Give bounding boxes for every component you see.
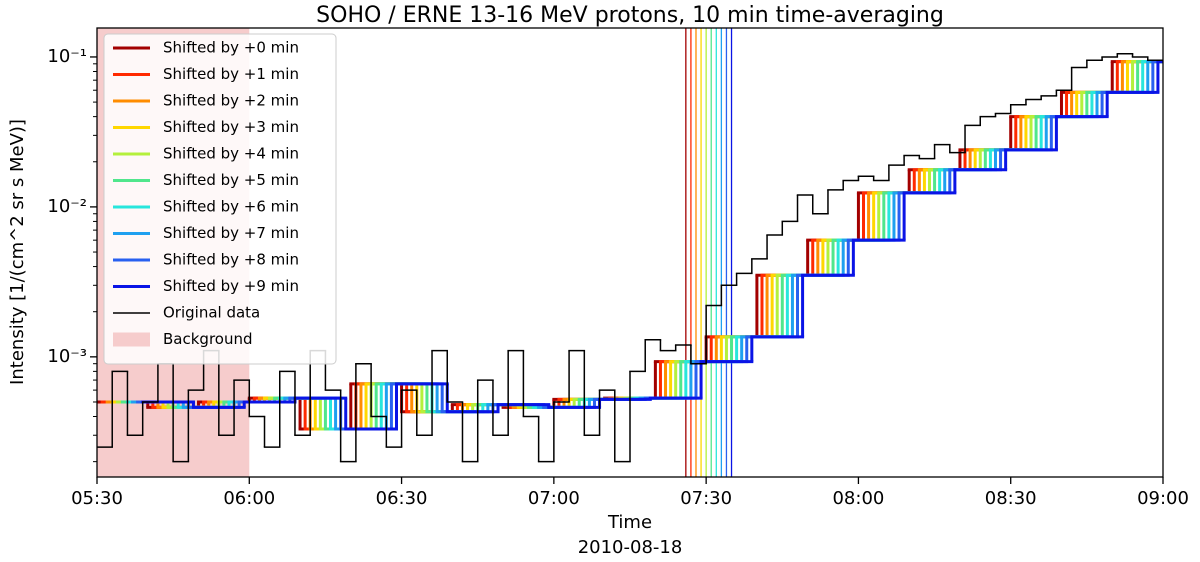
x-tick-label: 08:30 [985,488,1037,509]
y-tick-label: 10⁻³ [47,346,87,367]
legend-label: Shifted by +6 min [163,198,299,216]
legend-label: Shifted by +1 min [163,65,299,83]
x-tick-label: 07:30 [680,488,732,509]
legend-label: Shifted by +7 min [163,224,299,242]
x-tick-label: 07:00 [528,488,580,509]
date-label: 2010-08-18 [578,537,683,558]
x-tick-label: 08:00 [832,488,884,509]
legend-box [103,33,337,365]
x-tick-label: 06:30 [376,488,428,509]
legend-label: Shifted by +2 min [163,92,299,110]
legend-label: Shifted by +5 min [163,171,299,189]
legend-label: Shifted by +0 min [163,39,299,57]
legend-swatch [113,332,150,347]
chart-title: SOHO / ERNE 13-16 MeV protons, 10 min ti… [316,3,944,28]
legend-label: Shifted by +8 min [163,251,299,269]
legend-label: Shifted by +3 min [163,118,299,136]
legend-label: Background [163,330,253,348]
x-tick-label: 05:30 [71,488,123,509]
legend-label: Shifted by +9 min [163,277,299,295]
legend: Shifted by +0 min Shifted by +1 min Shifte… [103,33,337,365]
y-tick-label: 10⁻¹ [47,46,87,67]
x-axis-label: Time [607,512,652,533]
legend-label: Original data [163,304,260,322]
x-tick-label: 09:00 [1137,488,1189,509]
legend-label: Shifted by +4 min [163,145,299,163]
y-axis-label: Intensity [1/(cm^2 sr s MeV)] [7,119,28,385]
x-tick-label: 06:00 [223,488,275,509]
y-tick-label: 10⁻² [47,196,87,217]
